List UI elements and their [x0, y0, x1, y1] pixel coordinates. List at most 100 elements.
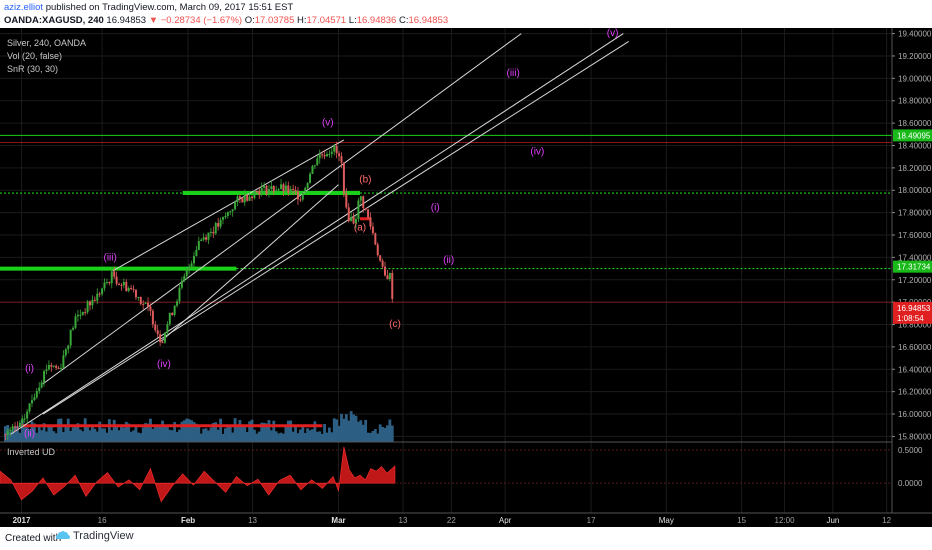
volume-bar — [296, 433, 300, 442]
cloud-icon — [56, 531, 70, 539]
volume-bar — [371, 431, 375, 442]
volume-bar — [52, 431, 56, 442]
volume-bar — [18, 432, 22, 442]
price-tick-label: 16.40000 — [898, 365, 932, 374]
candle-body — [188, 266, 191, 270]
candle-body — [137, 296, 140, 298]
study-vol: Vol (20, false) — [7, 51, 62, 61]
candle-body — [316, 158, 319, 166]
volume-bar — [168, 429, 172, 442]
candle-body — [325, 154, 328, 157]
volume-bar — [221, 433, 225, 442]
candle-body — [202, 237, 205, 240]
volume-bar — [42, 423, 46, 442]
volume-bar — [30, 421, 34, 442]
price-tick-label: 18.00000 — [898, 186, 932, 195]
tradingview-logo[interactable]: TradingView — [56, 530, 134, 542]
candle-body — [217, 223, 220, 227]
candle-body — [321, 154, 324, 156]
candle-body — [76, 314, 79, 317]
created-with-text: Created with — [5, 533, 62, 544]
price-label-box — [893, 129, 932, 142]
volume-bar — [117, 430, 121, 442]
candle-body — [357, 200, 360, 219]
candle-body — [156, 330, 159, 335]
candle-body — [57, 367, 60, 369]
candle-body — [313, 165, 316, 167]
volume-bar — [337, 425, 341, 442]
volume-bar — [301, 426, 305, 442]
candle-body — [23, 418, 26, 420]
candle-body — [130, 287, 133, 289]
candle-body — [197, 241, 200, 250]
volume-bar — [323, 424, 326, 442]
volume-bar — [110, 430, 114, 442]
last-price: 16.94853 — [106, 15, 147, 26]
candle-body — [214, 223, 217, 234]
candle-body — [151, 310, 154, 325]
indicator-pane[interactable] — [0, 441, 932, 503]
candle-body — [253, 190, 256, 199]
volume-bar — [311, 429, 314, 442]
volume-bar — [364, 419, 368, 442]
symbol-label: OANDA:XAGUSD, 240 — [4, 15, 104, 26]
volume-bar — [95, 431, 99, 442]
candle-body — [190, 263, 193, 267]
candle-body — [381, 260, 384, 267]
candle-body — [40, 382, 43, 388]
candle-body — [185, 269, 188, 276]
price-label: 1:08:54 — [897, 314, 924, 323]
candle-body — [14, 426, 17, 428]
main-pane[interactable]: (i) (ii) (iii) (iv) (v) (b) (a) (c) (i) (ii) (iii)… — [0, 28, 892, 513]
volume-bar — [303, 432, 307, 442]
candle-body — [234, 202, 237, 210]
price-chart[interactable]: (i) (ii) (iii) (iv) (v) (b) (a) (c) (i) (ii) (iii)… — [0, 28, 932, 527]
volume-bar — [170, 430, 174, 442]
candle-body — [69, 329, 72, 346]
volume-bar — [376, 433, 380, 442]
candle-body — [318, 154, 321, 159]
candle-body — [168, 312, 171, 325]
volume-bar — [88, 430, 92, 442]
candle-body — [18, 422, 21, 428]
candle-body — [96, 293, 99, 301]
volume-bar — [13, 426, 17, 442]
time-tick-label: 22 — [447, 516, 456, 525]
candle-body — [200, 239, 203, 242]
author-link[interactable]: aziz.elliot — [4, 2, 44, 13]
volume-bar — [373, 429, 377, 442]
candle-body — [154, 324, 157, 331]
candle-body — [21, 418, 24, 423]
price-tick-label: 16.00000 — [898, 410, 932, 419]
volume-bar — [163, 426, 167, 442]
candle-body — [6, 431, 9, 435]
price-tick-label: 17.60000 — [898, 231, 932, 240]
volume-bars — [3, 411, 394, 442]
candle-body — [176, 301, 179, 306]
publish-info: published on TradingView.com, March 09, … — [43, 2, 294, 13]
candle-body — [255, 190, 258, 192]
candle-body — [125, 281, 128, 291]
volume-bar — [134, 426, 138, 442]
candle-body — [299, 199, 302, 201]
candle-body — [72, 327, 75, 330]
volume-bar — [284, 425, 288, 442]
volume-bar — [257, 431, 261, 442]
candle-body — [127, 287, 130, 291]
candle-body — [231, 209, 234, 212]
volume-bar — [286, 420, 290, 442]
volume-bar — [98, 421, 102, 442]
time-tick-label: 17 — [587, 516, 596, 525]
volume-bar — [66, 418, 70, 442]
candle-body — [171, 312, 174, 315]
volume-bar — [62, 432, 65, 442]
candle-body — [163, 332, 166, 343]
volume-bar — [357, 421, 360, 442]
volume-bar — [153, 426, 157, 442]
volume-bar — [199, 433, 203, 442]
candle-body — [333, 145, 336, 152]
volume-bar — [122, 427, 126, 442]
volume-bar — [180, 421, 184, 442]
candle-body — [258, 191, 261, 195]
volume-bar — [253, 429, 256, 442]
